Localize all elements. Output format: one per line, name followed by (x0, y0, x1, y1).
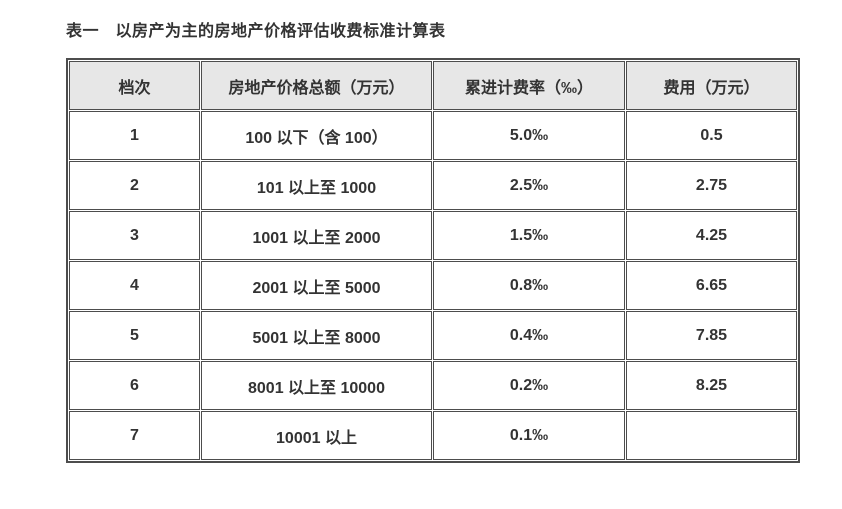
column-header: 累进计费率（‰） (433, 61, 625, 110)
table-cell: 7 (69, 411, 200, 460)
table-cell: 6 (69, 361, 200, 410)
table-cell: 101 以上至 1000 (201, 161, 432, 210)
table-cell: 4 (69, 261, 200, 310)
header-row: 档次 房地产价格总额（万元） 累进计费率（‰） 费用（万元） (69, 61, 797, 110)
column-header: 费用（万元） (626, 61, 797, 110)
table-row: 1 100 以下（含 100） 5.0‰ 0.5 (69, 111, 797, 160)
table-cell: 100 以下（含 100） (201, 111, 432, 160)
table-row: 4 2001 以上至 5000 0.8‰ 6.65 (69, 261, 797, 310)
table-cell: 0.1‰ (433, 411, 625, 460)
table-body: 1 100 以下（含 100） 5.0‰ 0.5 2 101 以上至 1000 2.5‰ 2.… (69, 111, 797, 460)
table-cell: 2.75 (626, 161, 797, 210)
table-cell: 0.8‰ (433, 261, 625, 310)
table-cell: 0.5 (626, 111, 797, 160)
table-row: 7 10001 以上 0.1‰ (69, 411, 797, 460)
table-cell: 1 (69, 111, 200, 160)
table-cell: 5 (69, 311, 200, 360)
table-cell: 5001 以上至 8000 (201, 311, 432, 360)
column-header: 房地产价格总额（万元） (201, 61, 432, 110)
table-cell: 10001 以上 (201, 411, 432, 460)
table-cell: 1.5‰ (433, 211, 625, 260)
table-cell: 2.5‰ (433, 161, 625, 210)
table-cell: 2001 以上至 5000 (201, 261, 432, 310)
table-row: 6 8001 以上至 10000 0.2‰ 8.25 (69, 361, 797, 410)
column-header: 档次 (69, 61, 200, 110)
table-cell: 5.0‰ (433, 111, 625, 160)
table-cell (626, 411, 797, 460)
table-cell: 3 (69, 211, 200, 260)
table-row: 2 101 以上至 1000 2.5‰ 2.75 (69, 161, 797, 210)
table-cell: 6.65 (626, 261, 797, 310)
table-row: 5 5001 以上至 8000 0.4‰ 7.85 (69, 311, 797, 360)
table-cell: 8.25 (626, 361, 797, 410)
table-cell: 1001 以上至 2000 (201, 211, 432, 260)
table-cell: 0.4‰ (433, 311, 625, 360)
table-cell: 0.2‰ (433, 361, 625, 410)
table-row: 3 1001 以上至 2000 1.5‰ 4.25 (69, 211, 797, 260)
table-cell: 4.25 (626, 211, 797, 260)
table-caption: 表一 以房产为主的房地产价格评估收费标准计算表 (66, 23, 446, 40)
fee-standard-table: 档次 房地产价格总额（万元） 累进计费率（‰） 费用（万元） 1 100 以下（含 10… (66, 58, 800, 463)
table-cell: 2 (69, 161, 200, 210)
table-cell: 8001 以上至 10000 (201, 361, 432, 410)
table-cell: 7.85 (626, 311, 797, 360)
